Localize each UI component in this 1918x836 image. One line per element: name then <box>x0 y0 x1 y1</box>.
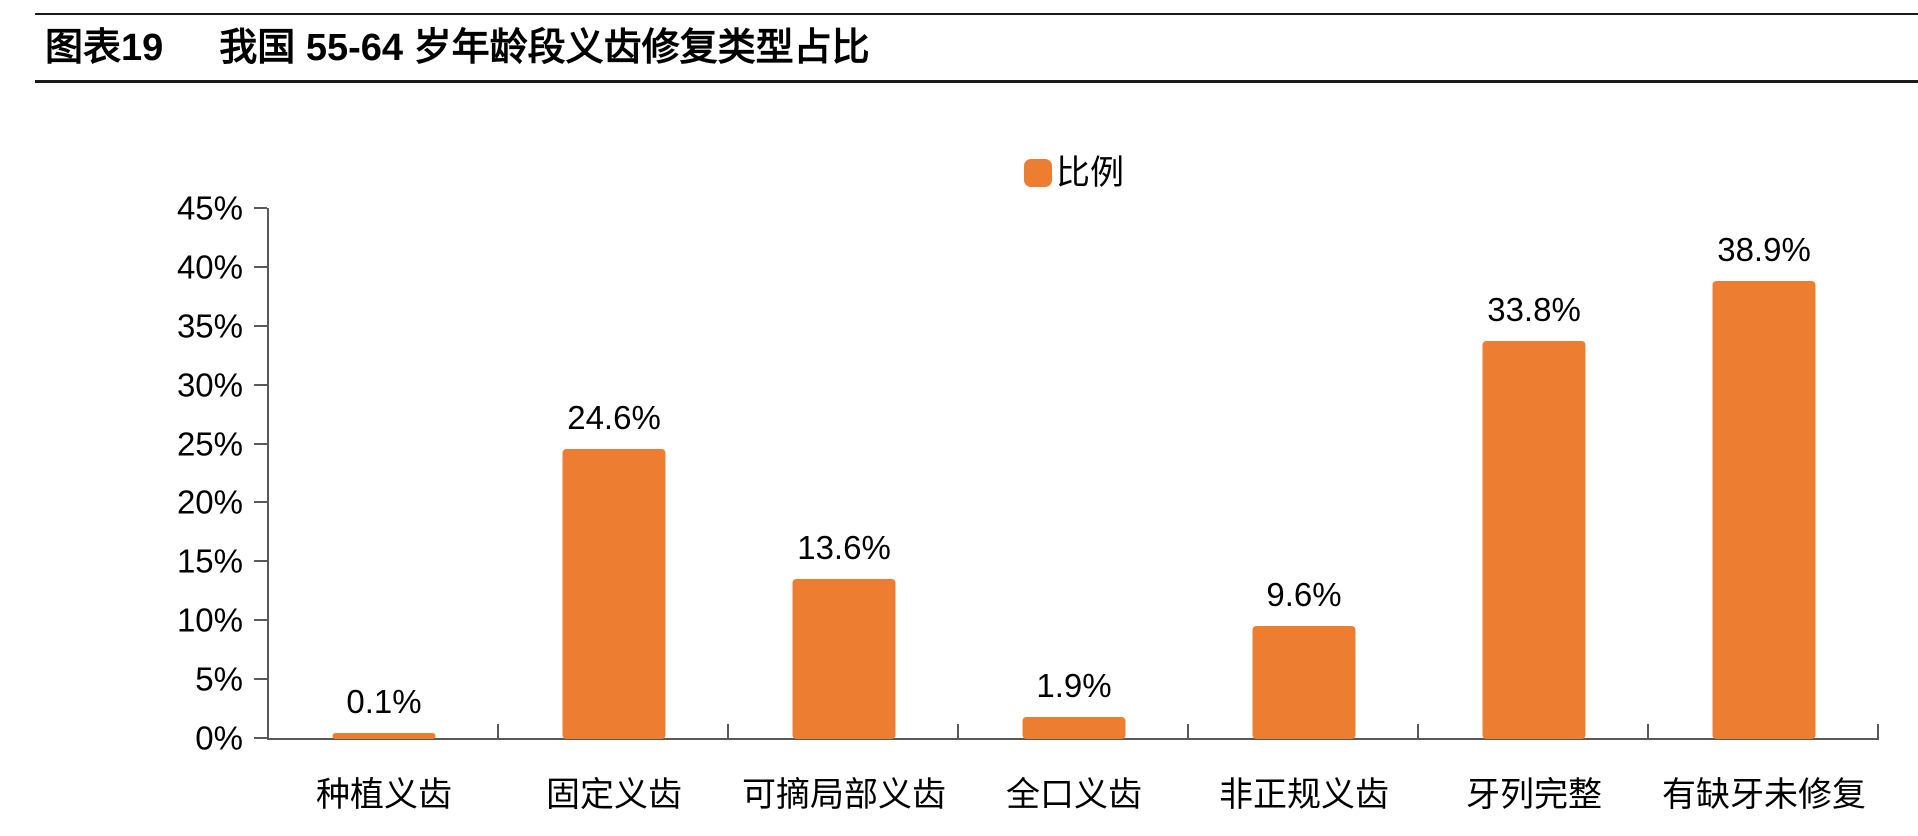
chart-title: 图表19 我国 55-64 岁年龄段义齿修复类型占比 <box>45 27 870 71</box>
bar-value-label: 38.9% <box>1717 230 1811 268</box>
x-boundary-tick <box>1647 724 1649 738</box>
y-tick-label: 0% <box>195 719 243 757</box>
x-tick-label: 种植义齿 <box>316 776 452 814</box>
bar-value-label: 9.6% <box>1266 575 1342 613</box>
y-axis: 0% 5% 10% 15% 20% 25% 30% 35% 40% 45% <box>177 192 1879 755</box>
y-tick-label: 15% <box>176 542 243 580</box>
bar-series: 0.1% 24.6% 13.6% 1.9% 9.6% 33.8% 38.9% <box>269 208 1879 739</box>
y-tick-mark <box>254 442 267 445</box>
bar <box>1252 625 1356 739</box>
bar-slot: 13.6% <box>729 208 959 739</box>
figure-number: 图表19 <box>45 27 164 69</box>
x-boundary-tick <box>727 724 729 738</box>
y-tick-label: 10% <box>176 601 243 639</box>
y-tick-label: 5% <box>195 660 243 698</box>
x-boundary-tick <box>1417 724 1419 738</box>
y-tick-mark <box>254 737 267 739</box>
x-tick-label: 牙列完整 <box>1466 776 1602 814</box>
y-tick-mark <box>254 678 267 681</box>
x-tick-label: 有缺牙未修复 <box>1662 776 1866 814</box>
title-bottom-rule <box>35 80 1918 83</box>
y-tick-label: 20% <box>176 483 243 521</box>
y-tick-label: 25% <box>176 425 243 463</box>
x-tick-label: 全口义齿 <box>1006 776 1142 814</box>
bar-slot: 9.6% <box>1189 208 1419 739</box>
bar-slot: 0.1% <box>269 208 499 739</box>
y-tick-label: 45% <box>176 189 243 227</box>
y-tick-label: 30% <box>176 366 243 404</box>
x-tick-label: 非正规义齿 <box>1219 776 1389 814</box>
bar-slot: 24.6% <box>499 208 729 739</box>
legend-label: 比例 <box>1056 154 1124 192</box>
bar-slot: 33.8% <box>1419 208 1649 739</box>
bar-value-label: 24.6% <box>567 399 661 437</box>
bar-slot: 1.9% <box>959 208 1189 739</box>
bar <box>1022 716 1126 739</box>
x-boundary-tick <box>497 724 499 738</box>
y-tick-mark <box>254 560 267 563</box>
y-tick-mark <box>254 324 267 327</box>
bar-slot: 38.9% <box>1649 208 1879 739</box>
bar <box>1482 340 1586 739</box>
plot-area: 比例 0% 5% 10% 15% 20% 25% 30% 35% 40% 45% 0.1% 24.6… <box>177 156 1879 812</box>
y-tick-mark <box>254 501 267 504</box>
x-tick-label: 可摘局部义齿 <box>742 776 946 814</box>
y-tick-label: 40% <box>176 248 243 286</box>
bar-value-label: 0.1% <box>346 683 422 720</box>
bar-value-label: 33.8% <box>1487 290 1581 328</box>
bar <box>332 733 436 739</box>
x-boundary-tick <box>1187 724 1189 738</box>
legend-swatch-icon <box>1024 159 1052 187</box>
figure-title: 我国 55-64 岁年龄段义齿修复类型占比 <box>219 27 870 69</box>
bar-value-label: 13.6% <box>797 528 891 566</box>
y-tick-mark <box>254 265 267 268</box>
y-tick-label: 35% <box>176 307 243 345</box>
x-axis-labels: 种植义齿 固定义齿 可摘局部义齿 全口义齿 非正规义齿 牙列完整 有缺牙未修复 <box>269 778 1879 812</box>
y-tick-mark <box>254 207 267 209</box>
y-tick-mark <box>254 383 267 386</box>
bar-value-label: 1.9% <box>1036 666 1112 704</box>
x-boundary-tick <box>957 724 959 738</box>
bar <box>792 578 896 739</box>
legend: 比例 <box>1024 156 1124 190</box>
title-top-rule <box>35 13 1918 15</box>
x-boundary-tick <box>1877 724 1879 738</box>
x-tick-label: 固定义齿 <box>546 776 682 814</box>
bar <box>1712 280 1816 739</box>
x-axis-ticks <box>269 208 1879 738</box>
y-tick-mark <box>254 619 267 622</box>
bar <box>562 449 666 739</box>
